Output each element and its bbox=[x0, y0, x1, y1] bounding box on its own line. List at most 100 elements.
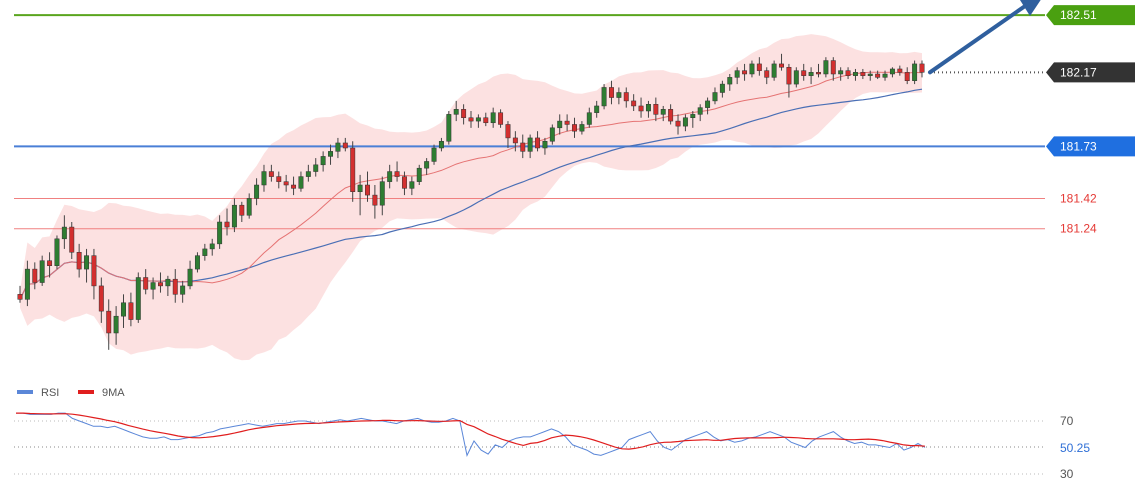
candle-body bbox=[889, 68, 895, 75]
candle bbox=[527, 134, 533, 159]
candle-body bbox=[150, 282, 156, 290]
candle bbox=[276, 171, 282, 189]
trend-arrow-shaft bbox=[928, 2, 1030, 75]
candle bbox=[756, 57, 762, 76]
candle-body bbox=[305, 171, 311, 177]
candle-body bbox=[254, 184, 260, 199]
candle bbox=[39, 255, 45, 286]
candle bbox=[194, 252, 200, 273]
candle bbox=[121, 294, 126, 328]
candle-body bbox=[860, 72, 866, 76]
rsi-panel: RSI 9MA 70 50.25 30 bbox=[14, 387, 1090, 481]
candle-body bbox=[180, 285, 186, 295]
candle bbox=[830, 57, 836, 81]
rsi-label-50: 50.25 bbox=[1060, 441, 1090, 455]
candle-body bbox=[194, 255, 200, 270]
candle bbox=[816, 63, 821, 78]
level-label-1: 182.17 bbox=[1060, 65, 1097, 79]
candle-body bbox=[298, 176, 304, 189]
candle bbox=[786, 63, 792, 98]
candle-body bbox=[675, 120, 681, 127]
candle bbox=[616, 87, 622, 105]
candle-body bbox=[431, 147, 437, 162]
bollinger-band bbox=[20, 34, 922, 361]
candle bbox=[254, 178, 260, 206]
candle-body bbox=[246, 198, 252, 216]
candle bbox=[239, 201, 245, 222]
price-scale-labels: 182.51 182.17 181.73 181.42 181.24 bbox=[1046, 5, 1135, 236]
candle-body bbox=[76, 252, 82, 270]
candle bbox=[875, 70, 881, 80]
candle-body bbox=[867, 73, 873, 76]
candle-body bbox=[808, 72, 814, 76]
candle-body bbox=[113, 315, 119, 334]
candle bbox=[579, 121, 585, 135]
candle bbox=[335, 137, 341, 159]
candle-body bbox=[852, 72, 858, 76]
candle-body bbox=[106, 310, 112, 334]
candle bbox=[54, 235, 60, 270]
candle-body bbox=[594, 105, 600, 113]
rsi-label-70: 70 bbox=[1060, 414, 1074, 428]
candle-body bbox=[653, 104, 659, 115]
candle bbox=[475, 114, 481, 128]
candle bbox=[209, 238, 215, 256]
candle bbox=[394, 161, 400, 182]
candle bbox=[512, 131, 518, 152]
candle bbox=[350, 141, 356, 202]
candle bbox=[180, 280, 186, 303]
candle bbox=[47, 252, 53, 278]
candle-body bbox=[24, 268, 30, 300]
rsi-9ma-line bbox=[16, 412, 926, 450]
candle bbox=[793, 67, 799, 88]
trend-arrow bbox=[928, 0, 1041, 75]
candle bbox=[557, 114, 563, 135]
candle bbox=[668, 104, 674, 125]
candle-body bbox=[586, 112, 592, 125]
candle-body bbox=[564, 120, 570, 125]
candle-body bbox=[668, 109, 674, 122]
candle bbox=[424, 158, 430, 175]
trend-arrow-head bbox=[1020, 0, 1041, 16]
candle-body bbox=[904, 72, 910, 81]
candle bbox=[867, 70, 873, 81]
candle-body bbox=[17, 294, 23, 300]
candle bbox=[320, 151, 326, 172]
candle-body bbox=[187, 268, 193, 287]
candle-body bbox=[158, 282, 163, 287]
candle bbox=[572, 117, 577, 138]
candle-body bbox=[697, 107, 703, 115]
candle-body bbox=[505, 124, 511, 139]
candle bbox=[623, 87, 629, 108]
candle-body bbox=[527, 137, 533, 152]
candle bbox=[564, 114, 570, 132]
level-label-3: 181.42 bbox=[1060, 191, 1097, 205]
rsi-legend-9ma: 9MA bbox=[102, 387, 125, 399]
candle bbox=[128, 292, 134, 327]
candle bbox=[631, 94, 637, 111]
candle-body bbox=[165, 278, 171, 287]
candle-body bbox=[838, 70, 844, 75]
candle-body bbox=[734, 70, 740, 78]
rsi-legend-swatch-rsi bbox=[17, 390, 33, 394]
candle bbox=[91, 248, 97, 300]
slow-moving-average-line bbox=[19, 88, 923, 300]
candle bbox=[379, 176, 385, 216]
candle-body bbox=[912, 63, 918, 81]
candlesticks bbox=[17, 53, 925, 350]
candle bbox=[771, 60, 777, 81]
level-badge-2 bbox=[1046, 136, 1135, 157]
candle bbox=[76, 243, 82, 278]
candle bbox=[61, 215, 67, 249]
candle bbox=[357, 174, 363, 216]
candle bbox=[305, 164, 311, 182]
candle bbox=[84, 248, 90, 283]
candle bbox=[609, 80, 614, 105]
candle bbox=[150, 277, 156, 300]
candle-body bbox=[394, 171, 400, 177]
candle bbox=[638, 97, 644, 118]
candle bbox=[594, 100, 600, 118]
candle-body bbox=[475, 117, 481, 122]
candle-body bbox=[542, 141, 548, 149]
